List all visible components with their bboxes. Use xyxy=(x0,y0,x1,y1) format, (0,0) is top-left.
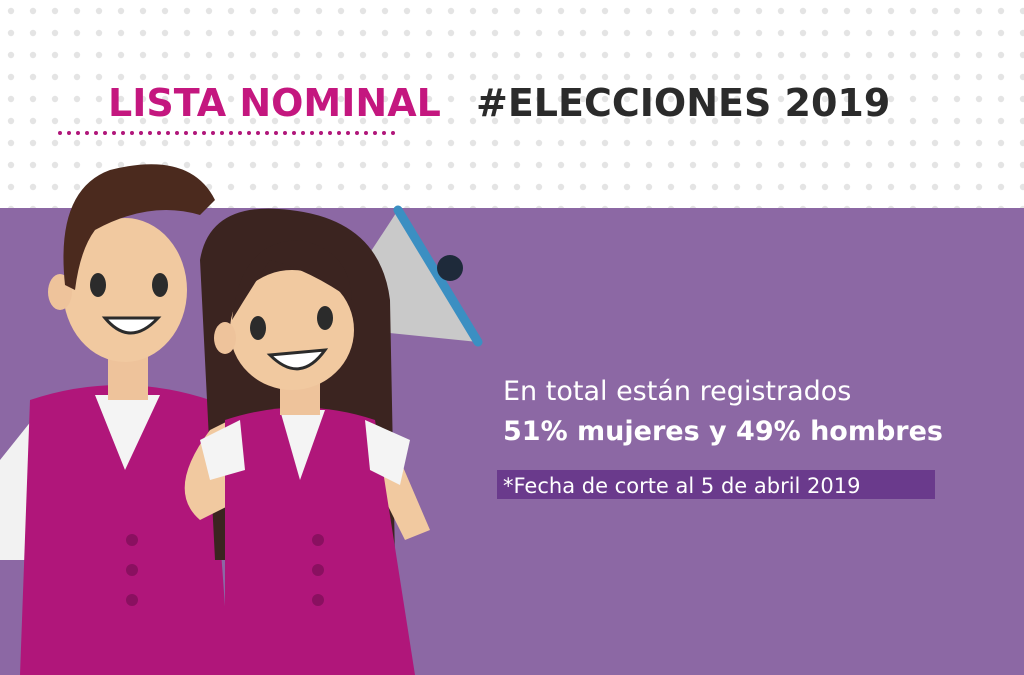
stat-text: 51% mujeres y 49% hombres xyxy=(503,416,943,447)
illustration-shape xyxy=(280,410,325,480)
illustration-shape xyxy=(152,273,168,297)
illustration-shape xyxy=(90,273,106,297)
illustration-shape xyxy=(266,348,329,371)
illustration-shape xyxy=(312,564,324,576)
illustration-shape xyxy=(126,594,138,606)
illustration-shape xyxy=(63,164,215,290)
title-highlight: LISTA NOMINAL xyxy=(108,81,441,125)
illustration-shape xyxy=(95,395,160,470)
illustration-shape xyxy=(20,385,230,675)
illustration-shape xyxy=(214,322,236,354)
illustration-shape xyxy=(437,255,463,281)
girl-illustration xyxy=(184,208,430,675)
note-box xyxy=(497,470,935,499)
illustration-shape xyxy=(365,420,410,485)
illustration-shape xyxy=(250,316,266,340)
illustration-shape xyxy=(317,306,333,330)
illustration-shape xyxy=(126,534,138,546)
note-text: *Fecha de corte al 5 de abril 2019 xyxy=(503,474,861,498)
illustration-shape xyxy=(312,594,324,606)
boy-illustration xyxy=(0,164,230,675)
illustration-shape xyxy=(312,534,324,546)
illustration-shape xyxy=(200,420,245,480)
illustration-shape xyxy=(101,316,162,335)
illustration-shape xyxy=(232,240,352,320)
illustration-shape xyxy=(126,564,138,576)
intro-text: En total están registrados xyxy=(503,376,851,407)
title-rest: #ELECCIONES 2019 xyxy=(476,81,890,125)
illustration-shape xyxy=(393,205,483,347)
illustration-shape xyxy=(230,270,354,390)
illustration-shape xyxy=(63,218,187,362)
